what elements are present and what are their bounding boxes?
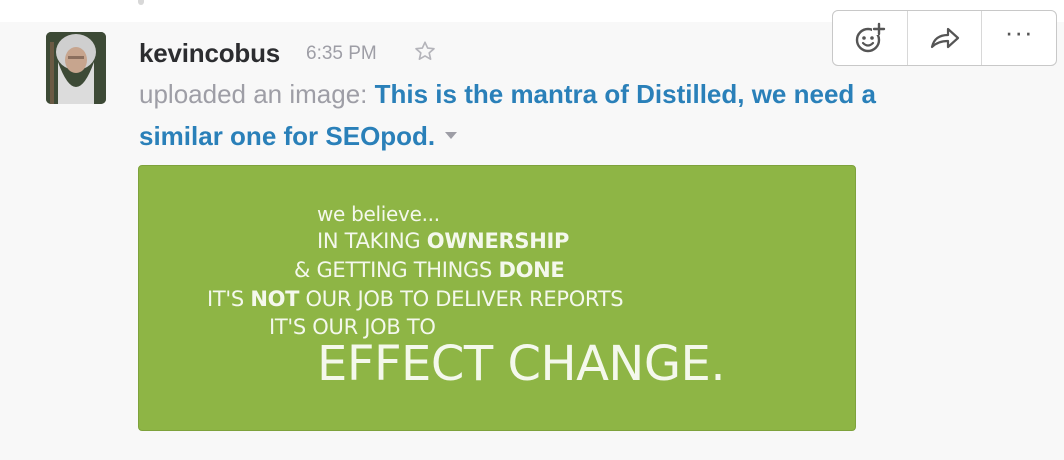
image-text-line4-prefix: IT'S [207,287,251,311]
image-text-line2-prefix: IN TAKING [317,229,427,253]
message-actions-bar: ··· [832,10,1057,66]
file-title-link-continued[interactable]: similar one for SEOpod. [139,121,436,151]
timestamp[interactable]: 6:35 PM [306,43,377,64]
message-text-line1: uploaded an image: This is the mantra of… [139,79,876,110]
avatar-image [46,32,106,104]
avatar[interactable] [46,32,106,104]
image-text-line4-bold: NOT [250,287,300,311]
star-icon[interactable] [414,40,436,62]
share-icon [930,27,959,49]
add-reaction-icon [855,22,886,53]
image-text-line3-bold: DONE [498,258,565,282]
username[interactable]: kevincobus [139,38,281,68]
message-text-line2: similar one for SEOpod. [139,121,458,152]
image-text-line4: IT'S NOT OUR JOB TO DELIVER REPORTS [207,287,624,311]
uploaded-image[interactable]: we believe... IN TAKING OWNERSHIP & GETT… [138,165,856,431]
upload-action-text: uploaded an image: [139,79,368,109]
image-text-line2-bold: OWNERSHIP [426,229,570,253]
add-reaction-button[interactable] [833,11,907,65]
divider-mark [138,0,144,5]
image-text-line1: we believe... [317,202,440,226]
caret-down-icon[interactable] [445,131,458,139]
image-text-line6: EFFECT CHANGE. [317,336,726,392]
image-text-line4-suffix: OUR JOB TO DELIVER REPORTS [299,287,624,311]
image-text-line3-prefix: & GETTING THINGS [294,258,499,282]
share-button[interactable] [906,11,982,65]
more-actions-icon: ··· [1004,17,1034,47]
image-text-line3: & GETTING THINGS DONE [294,258,565,282]
more-actions-button[interactable]: ··· [981,11,1056,65]
image-text-line5: IT'S OUR JOB TO [269,315,436,339]
image-text-line2: IN TAKING OWNERSHIP [317,229,569,253]
previous-message-strip [0,0,1064,22]
file-title-link[interactable]: This is the mantra of Distilled, we need… [374,79,876,109]
